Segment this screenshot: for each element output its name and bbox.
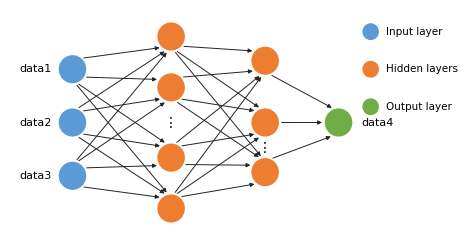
Ellipse shape: [251, 158, 279, 186]
Ellipse shape: [251, 47, 279, 75]
Ellipse shape: [325, 109, 352, 136]
Text: data4: data4: [362, 118, 394, 127]
Text: data1: data1: [19, 64, 52, 74]
Ellipse shape: [157, 23, 185, 50]
Ellipse shape: [363, 61, 379, 78]
Text: ⋮: ⋮: [164, 115, 178, 130]
Text: data2: data2: [19, 118, 52, 127]
Ellipse shape: [59, 162, 86, 190]
Text: Input layer: Input layer: [386, 27, 442, 37]
Ellipse shape: [251, 109, 279, 136]
Ellipse shape: [157, 144, 185, 172]
Ellipse shape: [59, 109, 86, 136]
Text: Hidden layers: Hidden layers: [386, 64, 458, 74]
Text: ⋮: ⋮: [258, 141, 272, 155]
Ellipse shape: [157, 195, 185, 222]
Text: Output layer: Output layer: [386, 102, 452, 112]
Ellipse shape: [363, 23, 379, 40]
Ellipse shape: [363, 98, 379, 115]
Text: data3: data3: [19, 171, 52, 181]
Ellipse shape: [59, 55, 86, 83]
Ellipse shape: [157, 73, 185, 101]
